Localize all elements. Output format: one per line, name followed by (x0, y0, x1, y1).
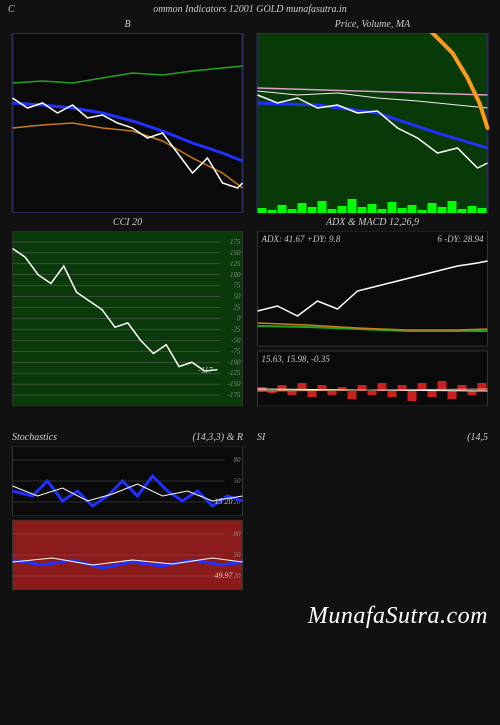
svg-text:15 20: 15 20 (215, 497, 233, 506)
svg-text:-117: -117 (198, 366, 213, 375)
adx-macd-chart: ADX: 41.67 +DY: 9.8 6 -DY: 28.94 15.63, 15… (253, 231, 492, 406)
svg-text:15.63, 15.98, -0.35: 15.63, 15.98, -0.35 (262, 354, 331, 364)
title-price-vol: Price, Volume, MA (253, 19, 492, 31)
title-si: SI (257, 432, 265, 444)
svg-text:-125: -125 (228, 369, 241, 377)
svg-text:-50: -50 (231, 336, 241, 344)
svg-text:150: 150 (230, 249, 241, 257)
svg-text:49.97: 49.97 (215, 571, 234, 580)
svg-text:50: 50 (234, 477, 242, 485)
svg-text:175: 175 (230, 238, 241, 246)
svg-text:125: 125 (230, 260, 241, 268)
svg-text:100: 100 (230, 271, 241, 279)
svg-text:80: 80 (234, 530, 242, 538)
svg-text:75: 75 (234, 282, 242, 290)
svg-text:0: 0 (237, 315, 241, 323)
price-chart-left (8, 33, 247, 213)
svg-text:25: 25 (234, 304, 242, 312)
title-si-r: (14,5 (467, 432, 488, 444)
title-b: B (8, 19, 247, 31)
watermark: MunafaSutra.com (308, 603, 488, 630)
cci-chart: 175 150 125 100 75 50 25 0 -25 -50 -75 -100 -125 -150… (8, 231, 247, 406)
header-center: ommon Indi​cators​ 12001 GOLD munafasutr… (153, 4, 347, 15)
title-cci: CCI 20 (8, 217, 247, 229)
svg-text:-75: -75 (231, 347, 241, 355)
rsi-chart: 80 50 2049.97 (8, 520, 247, 590)
svg-text:20: 20 (234, 572, 242, 580)
title-stoch-l: Stochastics (12, 432, 57, 444)
svg-text:-150: -150 (228, 380, 241, 388)
svg-text:-100: -100 (228, 358, 241, 366)
svg-text:50: 50 (234, 293, 242, 301)
stochastics-chart: 80502015 20 (8, 446, 247, 516)
price-volume-chart (253, 33, 492, 213)
title-adx: ADX & MACD 12,26,9 (253, 217, 492, 229)
svg-text:80: 80 (234, 456, 242, 464)
header-left: C (8, 4, 15, 15)
svg-text:50: 50 (234, 551, 242, 559)
svg-text:-25: -25 (231, 325, 241, 333)
svg-text:-175: -175 (228, 391, 241, 399)
title-stoch-m: (14,3,3) & R (192, 432, 243, 444)
svg-text:ADX: 41.67 +DY: 9.8: ADX: 41.67 +DY: 9.8 (261, 234, 341, 244)
svg-text:6 -DY: 28.94: 6 -DY: 28.94 (437, 234, 484, 244)
